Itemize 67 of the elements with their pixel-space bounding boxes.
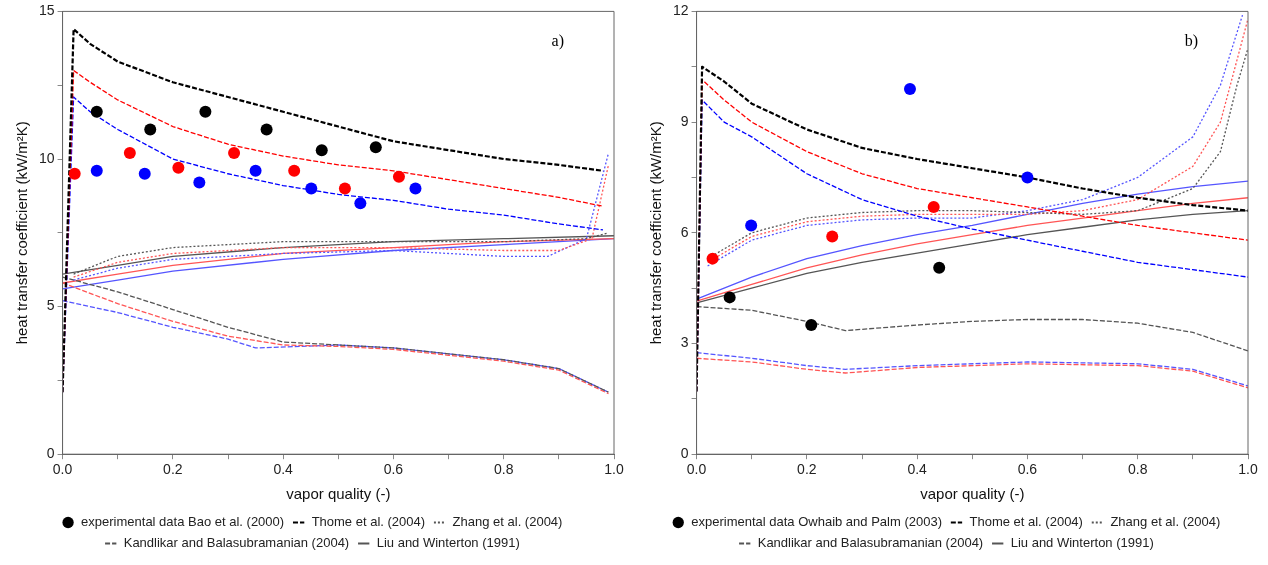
legend-label: Zhang et al. (2004) — [452, 514, 563, 530]
annotation: a) — [551, 31, 564, 50]
point — [90, 164, 103, 177]
point — [805, 319, 818, 332]
point — [260, 123, 273, 136]
point — [144, 123, 157, 136]
y-tick-label: 15 — [38, 2, 55, 19]
point — [338, 182, 351, 195]
line-series — [696, 305, 1248, 352]
x-tick-label: 1.0 — [1238, 461, 1258, 478]
y-axis-title: heat transfer coefficient (kW/m²K) — [13, 121, 31, 345]
point — [172, 161, 185, 174]
x-tick-label: 0.8 — [493, 461, 514, 478]
y-tick-label: 0 — [680, 445, 689, 462]
point — [90, 105, 103, 118]
point — [723, 291, 736, 304]
y-tick-label: 10 — [38, 149, 55, 166]
x-tick-label: 0.6 — [383, 461, 404, 478]
point — [228, 147, 241, 160]
x-tick-label: 0.6 — [1017, 461, 1038, 478]
point — [199, 105, 212, 118]
point — [933, 261, 946, 274]
point — [354, 197, 367, 210]
x-tick-label: 0.0 — [686, 461, 707, 478]
point — [392, 170, 405, 183]
legend-label: experimental data Bao et al. (2000) — [81, 514, 285, 530]
point — [249, 164, 262, 177]
point — [193, 176, 206, 189]
y-tick-label: 12 — [672, 2, 689, 19]
legend-label: Kandlikar and Balasubramanian (2004) — [757, 535, 984, 551]
point — [826, 230, 839, 243]
point — [288, 164, 301, 177]
y-tick-label: 9 — [680, 112, 689, 129]
point — [409, 182, 422, 195]
point — [706, 252, 719, 265]
y-tick-label: 5 — [46, 297, 55, 314]
annotation: b) — [1184, 31, 1198, 50]
point — [68, 167, 81, 180]
point — [138, 167, 151, 180]
x-tick-label: 0.2 — [797, 461, 817, 478]
x-axis-title: vapor quality (-) — [286, 485, 391, 503]
legend-label: Zhang et al. (2004) — [1110, 514, 1221, 530]
x-tick-label: 0.0 — [52, 461, 73, 478]
x-tick-label: 1.0 — [604, 461, 624, 478]
y-axis-title: heat transfer coefficient (kW/m²K) — [647, 121, 665, 345]
x-axis-title: vapor quality (-) — [920, 485, 1025, 503]
point — [903, 82, 916, 95]
x-tick-label: 0.4 — [907, 461, 928, 478]
legend-label: Thome et al. (2004) — [969, 514, 1083, 530]
point — [305, 182, 318, 195]
legend-label: Liu and Winterton (1991) — [1010, 535, 1154, 551]
point — [927, 200, 940, 213]
legend-label: experimental data Owhaib and Palm (2003) — [691, 514, 942, 530]
point — [315, 144, 328, 157]
point — [123, 147, 136, 160]
y-tick-label: 0 — [46, 445, 55, 462]
x-tick-label: 0.2 — [163, 461, 183, 478]
point — [1021, 171, 1034, 184]
legend-label: Kandlikar and Balasubramanian (2004) — [123, 535, 350, 551]
legend-label: Liu and Winterton (1991) — [376, 535, 520, 551]
y-tick-label: 6 — [680, 223, 689, 240]
point — [745, 219, 758, 232]
y-tick-label: 3 — [680, 334, 689, 351]
point — [369, 141, 382, 154]
legend-label: Thome et al. (2004) — [311, 514, 426, 530]
x-tick-label: 0.4 — [273, 461, 294, 478]
x-tick-label: 0.8 — [1127, 461, 1148, 478]
